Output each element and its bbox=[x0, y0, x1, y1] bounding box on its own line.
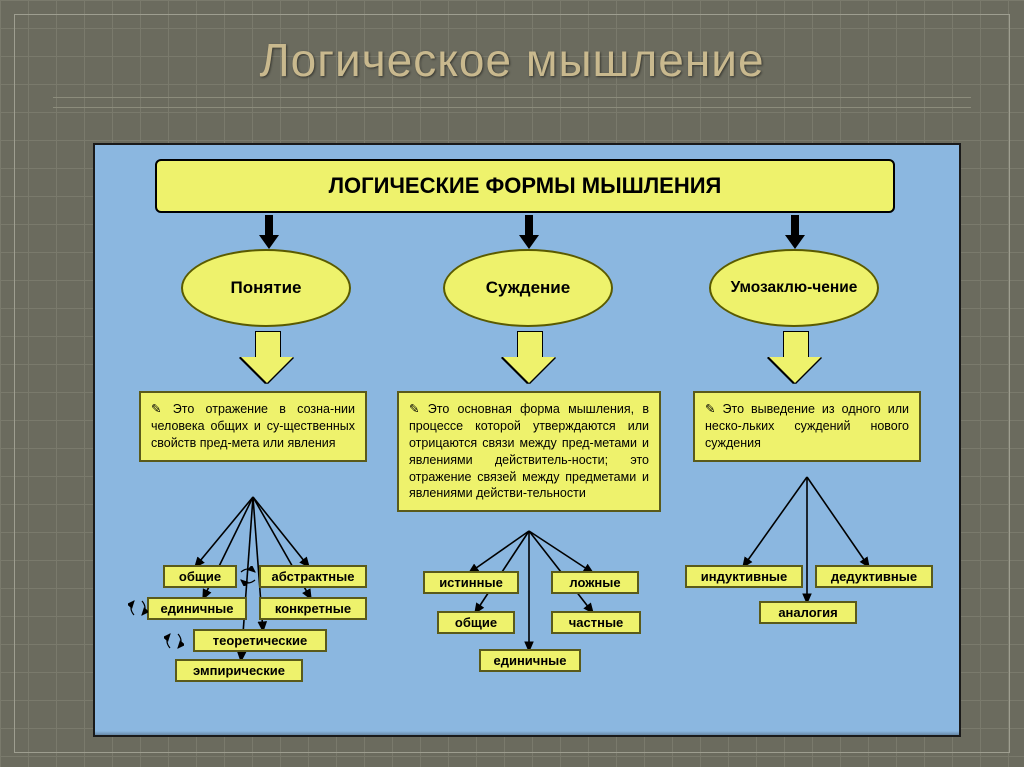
divider-line bbox=[53, 97, 971, 98]
arrow-down-icon bbox=[255, 215, 283, 251]
leaf-box: единичные bbox=[479, 649, 581, 672]
desc-box-conclusion: ✎ Это выведение из одного или неско-льки… bbox=[693, 391, 921, 462]
leaf-box: индуктивные bbox=[685, 565, 803, 588]
leaf-box: дедуктивные bbox=[815, 565, 933, 588]
leaf-box: абстрактные bbox=[259, 565, 367, 588]
leaf-box: аналогия bbox=[759, 601, 857, 624]
leaf-box: истинные bbox=[423, 571, 519, 594]
arrow-down-icon bbox=[515, 215, 543, 251]
branch-ellipse-concept: Понятие bbox=[181, 249, 351, 327]
leaf-box: частные bbox=[551, 611, 641, 634]
branch-ellipse-judgment: Суждение bbox=[443, 249, 613, 327]
leaf-box: единичные bbox=[147, 597, 247, 620]
bidir-arrows-icon bbox=[164, 632, 184, 650]
ellipse-label: Суждение bbox=[486, 278, 570, 298]
bidir-arrows-icon bbox=[128, 599, 148, 617]
slide-frame: Логическое мышление ЛОГИЧЕСКИЕ ФОРМЫ МЫШ… bbox=[14, 14, 1010, 753]
desc-text: Это выведение из одного или неско-льких … bbox=[705, 402, 909, 450]
ellipse-label: Умозаклю-чение bbox=[731, 280, 858, 296]
desc-box-concept: ✎ Это отражение в созна-нии человека общ… bbox=[139, 391, 367, 462]
big-arrow-icon bbox=[767, 331, 823, 387]
slide-title: Логическое мышление bbox=[15, 15, 1009, 95]
leaf-box: эмпирические bbox=[175, 659, 303, 682]
leaf-box: конкретные bbox=[259, 597, 367, 620]
desc-box-judgment: ✎ Это основная форма мышления, в процесс… bbox=[397, 391, 661, 512]
bidir-arrows-icon bbox=[239, 566, 257, 586]
branch-ellipse-conclusion: Умозаклю-чение bbox=[709, 249, 879, 327]
leaf-box: общие bbox=[437, 611, 515, 634]
big-arrow-icon bbox=[239, 331, 295, 387]
desc-text: Это основная форма мышления, в процессе … bbox=[409, 402, 649, 500]
diagram-canvas: ЛОГИЧЕСКИЕ ФОРМЫ МЫШЛЕНИЯ Понятие Сужден… bbox=[93, 143, 961, 737]
leaf-box: теоретические bbox=[193, 629, 327, 652]
diagram-header: ЛОГИЧЕСКИЕ ФОРМЫ МЫШЛЕНИЯ bbox=[155, 159, 895, 213]
footer-shadow bbox=[95, 731, 959, 735]
ellipse-label: Понятие bbox=[230, 278, 301, 298]
leaf-box: общие bbox=[163, 565, 237, 588]
desc-text: Это отражение в созна-нии человека общих… bbox=[151, 402, 355, 450]
big-arrow-icon bbox=[501, 331, 557, 387]
divider-line bbox=[53, 107, 971, 108]
arrow-down-icon bbox=[781, 215, 809, 251]
leaf-box: ложные bbox=[551, 571, 639, 594]
